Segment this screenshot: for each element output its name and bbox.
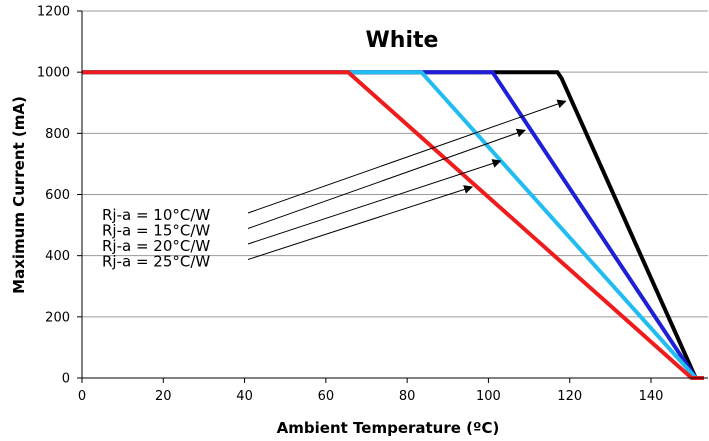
annotation-label: Rj-a = 20°C/W xyxy=(102,237,210,255)
y-tick-label: 400 xyxy=(45,249,70,264)
annotations: Rj-a = 10°C/WRj-a = 15°C/WRj-a = 20°C/WR… xyxy=(102,99,567,271)
y-tick-label: 1200 xyxy=(37,5,70,20)
x-tick-label: 40 xyxy=(236,389,253,404)
x-tick-label: 80 xyxy=(399,389,416,404)
y-axis-title: Maximum Current (mA) xyxy=(10,96,28,294)
x-tick-label: 20 xyxy=(155,389,172,404)
x-tick-label: 100 xyxy=(476,389,501,404)
y-tick-label: 600 xyxy=(45,188,70,203)
annotation-label: Rj-a = 10°C/W xyxy=(102,206,210,224)
y-tick-label: 0 xyxy=(62,372,70,387)
chart-title: White xyxy=(366,28,439,53)
y-tick-label: 200 xyxy=(45,310,70,325)
y-tick-label: 800 xyxy=(45,127,70,142)
x-axis-title: Ambient Temperature (ºC) xyxy=(277,419,500,437)
x-tick-label: 120 xyxy=(557,389,582,404)
grid-lines xyxy=(82,10,708,318)
x-tick-label: 60 xyxy=(318,389,335,404)
axes: 0 200 400 600 800 1000 1200 0 20 40 60 80 100 120 140 xyxy=(37,5,708,404)
x-tick-label: 140 xyxy=(639,389,664,404)
annotation-arrow xyxy=(247,99,567,214)
annotation-label: Rj-a = 15°C/W xyxy=(102,222,210,240)
y-tick-label: 1000 xyxy=(37,66,70,81)
annotation-arrow xyxy=(247,159,502,245)
annotation-label: Rj-a = 25°C/W xyxy=(102,253,210,271)
x-tick-label: 0 xyxy=(78,389,86,404)
annotation-arrow xyxy=(247,185,474,260)
annotation-arrow xyxy=(247,128,526,229)
